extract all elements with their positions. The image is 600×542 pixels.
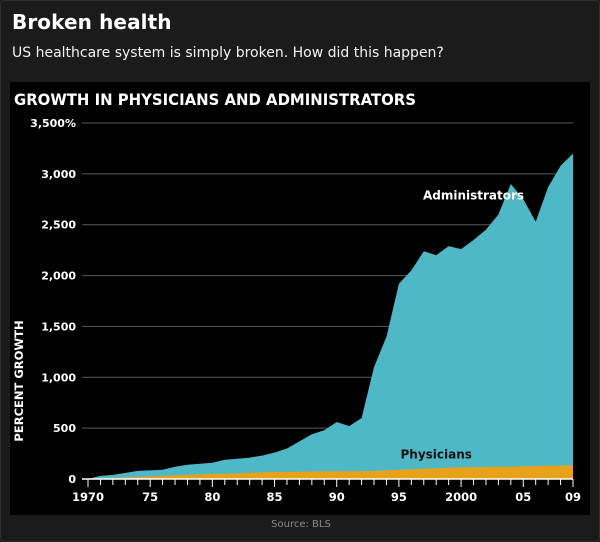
axes: 0 500 1,000 1,500 2,000 2,500 3,000 3,500% 1970 7…: [30, 117, 581, 504]
gridlines: [82, 122, 573, 480]
x-tick-label: 09: [565, 490, 581, 504]
y-tick-label: 1,500: [41, 320, 76, 333]
y-axis-label: PERCENT GROWTH: [12, 320, 26, 441]
x-tick-label: 85: [267, 490, 283, 504]
series-area-administrators: [88, 153, 573, 479]
y-tick-label: 2,500: [41, 219, 76, 232]
x-tick-label: 90: [329, 490, 345, 504]
x-tick-label: 75: [142, 490, 158, 504]
x-tick-label: 1970: [72, 490, 104, 504]
data-areas: [88, 153, 573, 479]
series-label-administrators: Administrators: [423, 188, 524, 202]
y-tick-label: 2,000: [41, 270, 76, 283]
y-tick-label: 1,000: [41, 371, 76, 384]
y-tick-label: 3,000: [41, 168, 76, 181]
annotations: Administrators Physicians: [400, 188, 524, 461]
chart-panel: GROWTH IN PHYSICIANS AND ADMINISTRATORS …: [10, 82, 590, 515]
source-note: Source: BLS: [271, 519, 331, 530]
x-tick-label: 80: [204, 490, 220, 504]
y-tick-label: 0: [68, 473, 76, 486]
y-tick-label: 500: [53, 422, 76, 435]
growth-area-chart: GROWTH IN PHYSICIANS AND ADMINISTRATORS …: [12, 90, 581, 504]
series-area-physicians: [88, 465, 573, 479]
page-title: Broken health: [12, 10, 172, 34]
chart-title: GROWTH IN PHYSICIANS AND ADMINISTRATORS: [14, 90, 416, 109]
x-tick-label: 2000: [445, 490, 477, 504]
y-tick-label: 3,500%: [30, 117, 76, 130]
series-label-physicians: Physicians: [400, 448, 471, 462]
page-subtitle: US healthcare system is simply broken. H…: [12, 45, 444, 61]
x-tick-label: 95: [391, 490, 407, 504]
x-tick-label: 05: [515, 490, 531, 504]
